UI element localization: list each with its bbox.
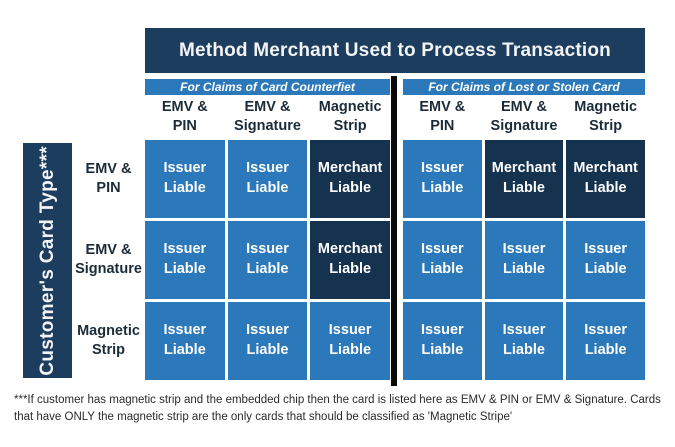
column-header-magnetic-strip: Magnetic Strip	[318, 99, 382, 134]
cell-lost-stolen-r2c1: Issuer Liable	[403, 221, 482, 299]
customer-card-type-axis: Customer's Card Type***	[23, 143, 72, 378]
cell-lost-stolen-r2c2: Issuer Liable	[484, 221, 564, 299]
cell-counterfeit-r2c2: Issuer Liable	[227, 221, 308, 299]
main-header-bar: Method Merchant Used to Process Transact…	[145, 28, 645, 73]
cell-counterfeit-r2c1: Issuer Liable	[145, 221, 225, 299]
cell-lost-stolen-r1c2: Merchant Liable	[484, 140, 564, 218]
column-header-emv-pin: EMV & PIN	[161, 99, 208, 134]
column-header-emv-signature: EMV & Signature	[234, 99, 301, 134]
cell-counterfeit-r1c3: Merchant Liable	[310, 140, 390, 218]
column-header-emv-pin: EMV & PIN	[419, 99, 466, 134]
cell-counterfeit-r3c2: Issuer Liable	[227, 302, 308, 380]
row-label-emv-signature: EMV & Signature	[75, 242, 142, 277]
column-headers-counterfeit: EMV & PIN EMV & Signature Magnetic Strip	[145, 96, 390, 138]
claim-group-header-counterfeit: For Claims of Card Counterfiet	[145, 79, 390, 95]
row-label-magnetic-strip: Magnetic Strip	[77, 323, 140, 358]
main-header-title: Method Merchant Used to Process Transact…	[179, 39, 611, 61]
row-label-emv-pin: EMV & PIN	[85, 161, 132, 196]
customer-card-type-label: Customer's Card Type***	[36, 145, 58, 376]
claim-group-header-lost-stolen: For Claims of Lost or Stolen Card	[403, 79, 645, 95]
cell-lost-stolen-r2c3: Issuer Liable	[566, 221, 645, 299]
cell-lost-stolen-r3c1: Issuer Liable	[403, 302, 482, 380]
footnote: ***If customer has magnetic strip and th…	[14, 394, 661, 423]
cell-lost-stolen-r3c3: Issuer Liable	[566, 302, 645, 380]
liability-grid-lost-stolen: Issuer Liable Merchant Liable Merchant L…	[403, 140, 645, 380]
row-labels: EMV & PIN EMV & Signature Magnetic Strip	[72, 140, 145, 380]
liability-grid-counterfeit: Issuer Liable Issuer Liable Merchant Lia…	[145, 140, 390, 380]
cell-counterfeit-r1c1: Issuer Liable	[145, 140, 225, 218]
column-headers-lost-stolen: EMV & PIN EMV & Signature Magnetic Strip	[403, 96, 645, 138]
cell-counterfeit-r3c3: Issuer Liable	[310, 302, 390, 380]
panel-divider	[391, 76, 397, 386]
column-header-emv-signature: EMV & Signature	[490, 99, 558, 134]
cell-lost-stolen-r1c1: Issuer Liable	[403, 140, 482, 218]
cell-counterfeit-r1c2: Issuer Liable	[227, 140, 308, 218]
cell-lost-stolen-r1c3: Merchant Liable	[566, 140, 645, 218]
cell-counterfeit-r2c3: Merchant Liable	[310, 221, 390, 299]
column-header-magnetic-strip: Magnetic Strip	[574, 99, 638, 134]
cell-lost-stolen-r3c2: Issuer Liable	[484, 302, 564, 380]
cell-counterfeit-r3c1: Issuer Liable	[145, 302, 225, 380]
